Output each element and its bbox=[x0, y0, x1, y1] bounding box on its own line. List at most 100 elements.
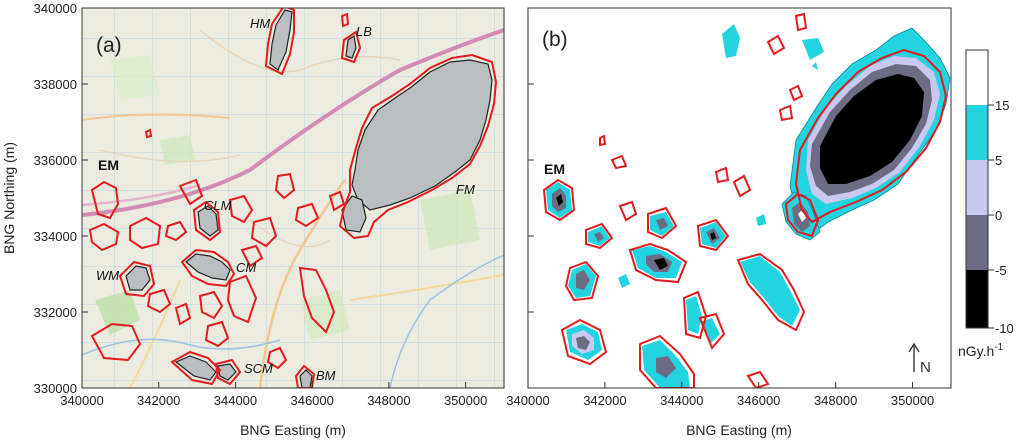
b-x-tick-label-2: 344000 bbox=[660, 393, 703, 408]
contour-b-s5 bbox=[564, 260, 600, 302]
a-y-tick-label-2: 334000 bbox=[34, 229, 77, 244]
b-x-tick-label-5: 350000 bbox=[891, 393, 934, 408]
site-label-hm: HM bbox=[250, 16, 270, 31]
contour-mid-9 bbox=[198, 290, 224, 320]
band-fm-south-white bbox=[798, 210, 806, 222]
contour-b-s3 bbox=[696, 218, 730, 252]
contour-mid-3 bbox=[250, 216, 278, 248]
a-x-tick-label-1: 342000 bbox=[137, 393, 180, 408]
site-label-cm: CM bbox=[236, 260, 256, 275]
contour-b-s17 bbox=[610, 154, 628, 170]
panel-a: (a) HM LB EM FM CLM CM WM SCM BM bbox=[81, 7, 505, 389]
contour-west-2 bbox=[164, 220, 188, 242]
site-label-wm: WM bbox=[96, 268, 119, 283]
colorbar-unit: nGy.h-1 bbox=[958, 342, 1004, 359]
b-x-tick-label-4: 348000 bbox=[814, 393, 857, 408]
colorbar: 15 5 0 -5 -10 bbox=[965, 49, 1014, 336]
band-north-2 bbox=[802, 38, 824, 60]
contour-bm bbox=[294, 364, 316, 388]
panel-b-axes: 340000 342000 344000 346000 348000 350000 bbox=[506, 7, 934, 408]
band-cyan-s10 bbox=[700, 318, 720, 344]
b-x-tick-label-1: 342000 bbox=[583, 393, 626, 408]
contour-mid-10 bbox=[204, 320, 230, 348]
contour-b-s12 bbox=[599, 134, 607, 147]
band-black-s3 bbox=[710, 232, 716, 240]
site-clm bbox=[197, 205, 219, 237]
contour-b-s13 bbox=[714, 166, 730, 184]
colorbar-unit-exp: -1 bbox=[994, 342, 1003, 353]
site-hm bbox=[269, 9, 293, 71]
contour-mid-7 bbox=[226, 274, 258, 324]
x-axis-label-a: BNG Easting (m) bbox=[240, 422, 346, 438]
colorbar-tick-label-2: 0 bbox=[995, 208, 1002, 223]
contour-b-fm-south bbox=[784, 192, 820, 238]
contour-b-s6 bbox=[736, 252, 806, 332]
contour-b-s15 bbox=[746, 370, 770, 388]
panel-b: (b) EM N bbox=[527, 7, 952, 389]
colorbar-tick-label-4: -10 bbox=[995, 321, 1014, 336]
contour-sw bbox=[90, 322, 142, 362]
band-north-3 bbox=[812, 62, 818, 70]
y-axis-label: BNG Northing (m) bbox=[1, 142, 17, 254]
a-y-tick-label-5: 340000 bbox=[34, 1, 77, 16]
contour-b-s8 bbox=[639, 334, 695, 388]
a-y-tick-label-1: 332000 bbox=[34, 305, 77, 320]
red-contours-a bbox=[88, 8, 498, 388]
site-label-fm: FM bbox=[456, 182, 475, 197]
red-contours-b bbox=[542, 12, 948, 388]
contour-em-2 bbox=[88, 222, 120, 252]
colorbar-band-white bbox=[966, 50, 988, 105]
contour-b-s16 bbox=[788, 84, 804, 102]
site-label-bm: BM bbox=[316, 368, 336, 383]
contour-scm bbox=[170, 350, 242, 386]
band-black-s4 bbox=[654, 258, 668, 270]
contour-mid-11 bbox=[146, 288, 172, 314]
site-wm bbox=[125, 265, 151, 291]
contour-mid-4 bbox=[274, 172, 296, 200]
band-cyan-s9 bbox=[686, 296, 702, 334]
contour-b-s7 bbox=[560, 318, 608, 366]
band-gray-s8 bbox=[656, 356, 676, 378]
dose-rate-bands bbox=[546, 24, 951, 388]
panel-a-axes: 340000 342000 344000 346000 348000 350000 3300… bbox=[34, 1, 488, 408]
contour-b-s18 bbox=[778, 104, 794, 122]
band-black-fm bbox=[820, 74, 924, 184]
band-gray-s1 bbox=[594, 232, 604, 242]
contour-fm bbox=[338, 53, 498, 240]
base-map bbox=[82, 8, 504, 388]
contour-mid-2 bbox=[228, 194, 254, 224]
contour-lb bbox=[340, 30, 362, 64]
colorbar-band-black bbox=[966, 270, 988, 328]
colorbar-tick-label-1: 5 bbox=[995, 153, 1002, 168]
site-fm bbox=[351, 59, 493, 211]
contour-b-north-2 bbox=[794, 12, 808, 32]
band-north-1 bbox=[722, 24, 740, 58]
contour-cm bbox=[180, 248, 236, 288]
band-cyan-s12 bbox=[618, 274, 630, 288]
site-label-clm: CLM bbox=[204, 198, 232, 213]
colorbar-unit-base: nGy.h bbox=[958, 343, 994, 359]
band-black-em bbox=[556, 194, 563, 206]
panel-a-label: (a) bbox=[96, 34, 122, 57]
site-label-em-b: EM bbox=[544, 161, 565, 177]
site-label-em-a: EM bbox=[98, 157, 119, 173]
site-polygons bbox=[125, 9, 493, 388]
contour-b-s11 bbox=[618, 200, 638, 222]
contour-hm bbox=[264, 8, 295, 76]
colorbar-band-gray bbox=[966, 215, 988, 270]
site-cm bbox=[185, 253, 231, 281]
a-x-tick-label-2: 344000 bbox=[214, 393, 257, 408]
contour-east-1 bbox=[328, 190, 346, 212]
band-gray-s2 bbox=[656, 218, 668, 230]
contour-b-s4 bbox=[628, 242, 688, 284]
panel-a-frame bbox=[81, 7, 505, 389]
a-x-tick-label-3: 346000 bbox=[290, 393, 333, 408]
contour-sw-2 bbox=[174, 302, 192, 326]
colorbar-tick-label-3: -5 bbox=[995, 263, 1007, 278]
contour-clm bbox=[192, 200, 222, 242]
site-bm bbox=[299, 369, 313, 388]
band-cyan-s11 bbox=[756, 214, 766, 226]
site-scm bbox=[174, 355, 237, 381]
a-y-tick-label-0: 330000 bbox=[34, 381, 77, 396]
